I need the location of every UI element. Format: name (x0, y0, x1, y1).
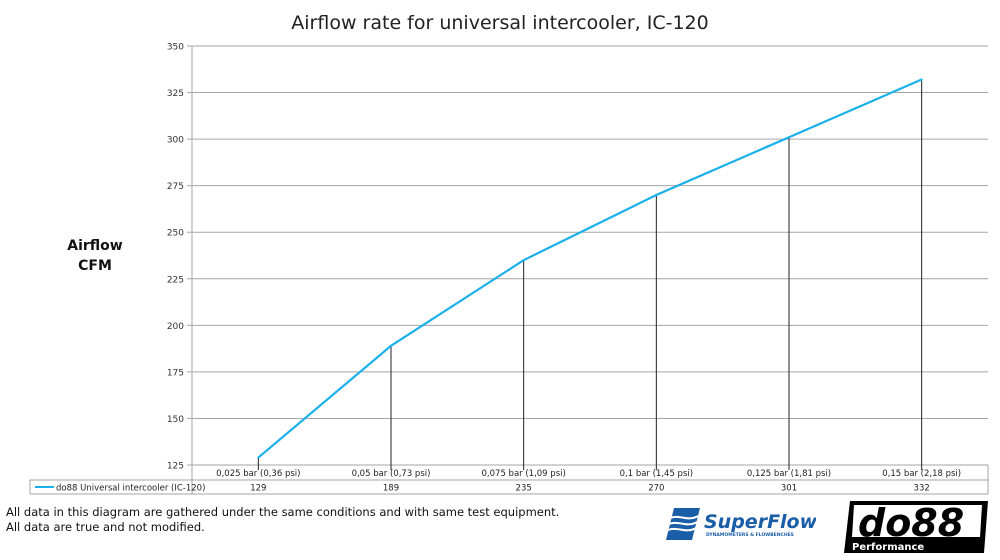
do88-logo: do88 Performance (844, 501, 988, 553)
svg-text:Performance: Performance (852, 542, 924, 553)
series-line (257, 78, 923, 459)
superflow-logo: SuperFlow DYNAMOMETERS & FLOWBENCHES (666, 508, 816, 540)
x-category-label: 0,1 bar (1,45 psi) (620, 469, 693, 479)
note-1: All data in this diagram are gathered un… (6, 505, 560, 519)
svg-text:DYNAMOMETERS & FLOWBENCHES: DYNAMOMETERS & FLOWBENCHES (706, 532, 794, 538)
chart-svg: 125 150 175 200 225 250 275 300 325 350 do88 Unive… (29, 43, 989, 495)
data-point (788, 136, 790, 139)
legend-label: do88 Universal intercooler (IC-120) (56, 484, 205, 494)
x-category-label: 0,075 bar (1,09 psi) (482, 469, 566, 479)
y-tick-label: 175 (167, 368, 184, 378)
y-tick-label: 125 (167, 462, 184, 472)
y-axis-label-line2: CFM (78, 258, 112, 274)
x-category-label: 0,025 bar (0,36 psi) (216, 469, 300, 479)
x-category-label: 0,15 bar (2,18 psi) (882, 469, 961, 479)
y-tick-label: 275 (167, 182, 184, 192)
data-point (920, 78, 923, 81)
svg-text:SuperFlow: SuperFlow (704, 511, 816, 533)
y-tick-label: 250 (167, 229, 184, 239)
svg-text:do88: do88 (858, 501, 964, 545)
x-category-label: 0,05 bar (0,73 psi) (352, 469, 431, 479)
data-point (655, 193, 658, 196)
data-point (390, 344, 392, 347)
table-value: 129 (250, 484, 266, 494)
y-tick-label: 325 (167, 89, 184, 99)
x-category-label: 0,125 bar (1,81 psi) (747, 469, 831, 479)
table-value: 332 (914, 484, 930, 494)
y-tick-label: 225 (167, 275, 184, 285)
table-value: 301 (781, 484, 797, 494)
data-point (257, 456, 260, 459)
y-axis-label: Airflow CFM (40, 236, 150, 276)
y-axis-label-line1: Airflow (67, 238, 123, 254)
y-tick-label: 350 (167, 43, 184, 53)
data-point (522, 259, 525, 262)
note-2: All data are true and not modified. (6, 520, 205, 534)
y-tick-label: 150 (167, 415, 184, 425)
y-tick-label: 200 (167, 322, 184, 332)
table-value: 270 (648, 484, 664, 494)
chart-title: Airflow rate for universal intercooler, … (291, 12, 709, 34)
table-value: 235 (516, 484, 532, 494)
table-value: 189 (383, 484, 399, 494)
y-tick-label: 300 (167, 136, 184, 146)
